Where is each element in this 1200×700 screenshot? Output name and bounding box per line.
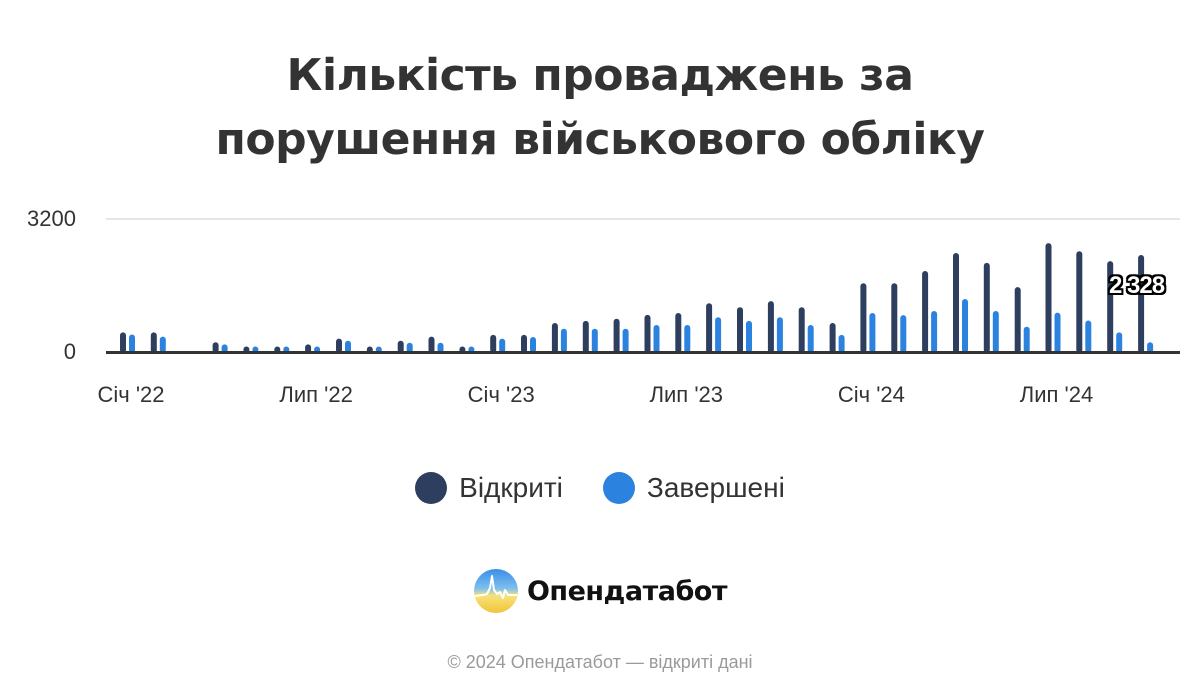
- bar-open[interactable]: [829, 323, 836, 354]
- chart-title-line1: Кількість проваджень за: [286, 50, 914, 101]
- legend-dot-closed-icon: [602, 472, 635, 504]
- bar-closed[interactable]: [715, 317, 722, 353]
- bar-closed[interactable]: [1147, 342, 1154, 353]
- bar-open[interactable]: [1107, 261, 1114, 353]
- bar-open[interactable]: [428, 336, 435, 353]
- y-tick-max: 3200: [27, 206, 76, 231]
- bar-open[interactable]: [551, 323, 558, 354]
- x-tick-label: Січ '24: [837, 382, 905, 407]
- chart-title-line2: порушення військового обліку: [215, 114, 985, 165]
- bar-closed[interactable]: [622, 328, 629, 353]
- bar-open[interactable]: [582, 320, 589, 353]
- footer-copyright: © 2024 Опендатабот — відкриті дані: [447, 652, 753, 672]
- bar-open[interactable]: [737, 307, 743, 353]
- annotation-last-value: 2 328: [1109, 272, 1165, 299]
- bar-open[interactable]: [983, 262, 990, 353]
- bar-open[interactable]: [706, 303, 713, 354]
- bar-open[interactable]: [644, 314, 651, 353]
- bar-closed[interactable]: [931, 311, 938, 353]
- bar-closed[interactable]: [962, 299, 968, 353]
- bar-closed[interactable]: [345, 340, 351, 353]
- bar-open[interactable]: [675, 313, 682, 353]
- bar-chart: 3200 0 Січ '22 Лип '22 Січ '23 Лип '23 Січ '…: [0, 200, 1200, 430]
- bar-open[interactable]: [521, 334, 527, 353]
- opendatabot-logo-icon: [473, 569, 518, 613]
- legend-item-open[interactable]: Відкриті: [415, 472, 563, 504]
- bar-open[interactable]: [1045, 243, 1052, 353]
- bar-closed[interactable]: [129, 334, 135, 354]
- bar-closed[interactable]: [869, 313, 876, 353]
- x-tick-label: Лип '23: [649, 382, 724, 407]
- x-tick-label: Лип '24: [1019, 382, 1094, 407]
- bar-open[interactable]: [922, 271, 929, 353]
- bar-open[interactable]: [1138, 255, 1145, 353]
- bar-closed[interactable]: [560, 328, 567, 353]
- bar-open[interactable]: [798, 307, 805, 353]
- bar-open[interactable]: [1076, 251, 1083, 353]
- legend-item-closed[interactable]: Завершені: [602, 472, 785, 504]
- bar-open[interactable]: [767, 301, 774, 353]
- bar-open[interactable]: [305, 344, 312, 353]
- chart-title: Кількість проваджень за порушення військ…: [0, 44, 1200, 172]
- bar-closed[interactable]: [1023, 326, 1030, 353]
- bar-closed[interactable]: [807, 325, 814, 353]
- bar-open[interactable]: [891, 283, 898, 353]
- bar-closed[interactable]: [776, 317, 783, 353]
- legend-dot-open-icon: [415, 472, 448, 504]
- legend-label-open: Відкриті: [459, 472, 563, 503]
- bars-group: [120, 243, 1154, 354]
- brand-name: Опендатабот: [526, 575, 728, 607]
- x-tick-label: Січ '23: [467, 382, 535, 407]
- bar-closed[interactable]: [499, 338, 506, 353]
- bar-open[interactable]: [953, 253, 959, 353]
- bar-closed[interactable]: [591, 328, 598, 353]
- bar-closed[interactable]: [406, 342, 413, 354]
- legend: Відкриті Завершені: [0, 472, 1200, 504]
- bar-open[interactable]: [120, 332, 126, 353]
- bar-closed[interactable]: [159, 336, 166, 353]
- brand: Опендатабот: [0, 568, 1200, 614]
- bar-closed[interactable]: [1085, 320, 1092, 354]
- x-tick-label: Січ '22: [97, 382, 165, 407]
- bar-open[interactable]: [150, 332, 157, 353]
- bar-closed[interactable]: [221, 344, 228, 353]
- bar-closed[interactable]: [530, 337, 536, 353]
- bar-open[interactable]: [613, 318, 620, 353]
- legend-label-closed: Завершені: [646, 472, 785, 503]
- bar-closed[interactable]: [437, 342, 444, 354]
- bar-closed[interactable]: [992, 311, 999, 353]
- x-tick-label: Лип '22: [279, 382, 353, 407]
- bar-closed[interactable]: [1054, 312, 1061, 353]
- bar-closed[interactable]: [1116, 332, 1123, 353]
- y-tick-zero: 0: [63, 339, 76, 364]
- bar-closed[interactable]: [684, 325, 691, 353]
- bar-closed[interactable]: [746, 320, 752, 353]
- bar-open[interactable]: [336, 338, 342, 353]
- bar-closed[interactable]: [653, 325, 660, 353]
- bar-open[interactable]: [1014, 287, 1021, 353]
- bar-open[interactable]: [860, 283, 867, 353]
- plot-area: [106, 218, 1180, 354]
- bar-closed[interactable]: [838, 334, 845, 353]
- bar-closed[interactable]: [900, 315, 907, 353]
- bar-open[interactable]: [490, 334, 497, 353]
- bar-open[interactable]: [212, 342, 219, 353]
- bar-open[interactable]: [397, 340, 404, 353]
